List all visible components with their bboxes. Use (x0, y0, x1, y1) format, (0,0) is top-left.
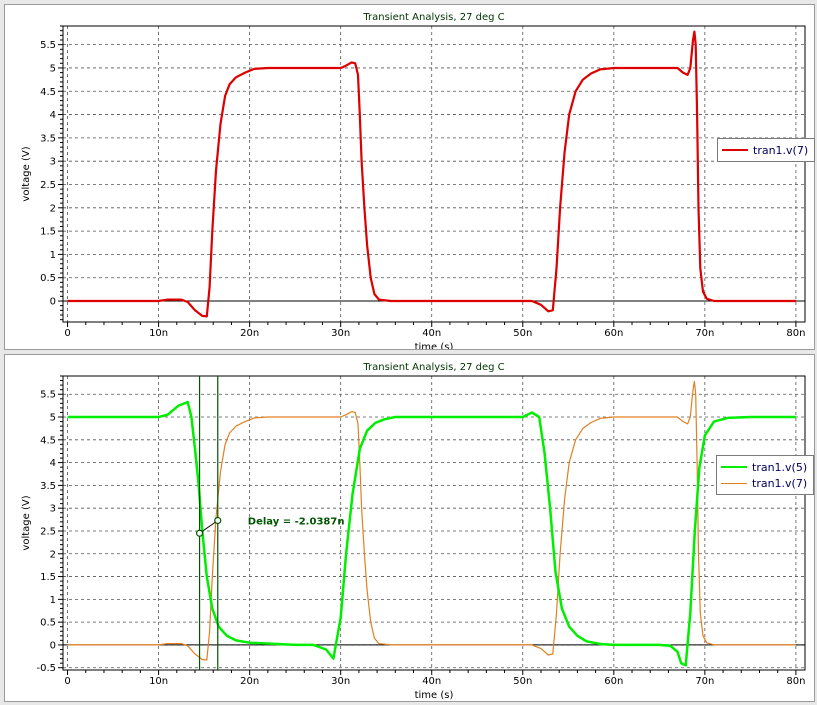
x-axis-label: time (s) (415, 342, 454, 349)
legend-label: tran1.v(7) (752, 476, 808, 490)
y-tick-label: 2 (50, 203, 56, 214)
legend-swatch (722, 149, 748, 151)
y-tick-label: 3 (50, 504, 56, 515)
x-tick-label: 70n (695, 328, 714, 339)
x-tick-label: 80n (786, 676, 805, 687)
y-tick-label: 2 (50, 549, 56, 560)
cursor-marker-1 (195, 529, 204, 537)
y-tick-label: 0.5 (40, 618, 56, 629)
x-tick-label: 20n (240, 328, 259, 339)
y-tick-label: 4 (50, 458, 56, 469)
y-tick-label: 4.5 (40, 435, 56, 446)
x-tick-label: 10n (149, 328, 168, 339)
bottom-legend[interactable]: tran1.v(5) tran1.v(7) (716, 455, 815, 495)
y-axis-label: voltage (V) (21, 495, 32, 550)
x-tick-label: 50n (513, 676, 532, 687)
y-tick-label: 0.5 (40, 273, 56, 284)
y-tick-label: 0 (50, 640, 56, 651)
chart-title: Transient Analysis, 27 deg C (362, 362, 504, 373)
y-tick-label: -0.5 (36, 663, 56, 674)
y-tick-label: 2.5 (40, 526, 56, 537)
x-tick-label: 30n (331, 676, 350, 687)
y-tick-label: 5 (50, 63, 56, 74)
y-tick-label: 5 (50, 413, 56, 424)
y-tick-label: 4 (50, 110, 56, 121)
x-tick-label: 40n (422, 328, 441, 339)
y-tick-label: 1 (50, 595, 56, 606)
plot-area (63, 26, 805, 322)
y-tick-label: 1.5 (40, 572, 56, 583)
legend-swatch (721, 466, 747, 468)
y-axis-label: voltage (V) (21, 146, 32, 201)
y-tick-label: 4.5 (40, 87, 56, 98)
x-tick-label: 30n (331, 328, 350, 339)
legend-entry[interactable]: tran1.v(5) (721, 459, 807, 475)
legend-label: tran1.v(7) (753, 143, 809, 157)
chart-title: Transient Analysis, 27 deg C (362, 12, 504, 23)
y-tick-label: 1 (50, 250, 56, 261)
y-tick-label: 3.5 (40, 133, 56, 144)
series-line-tran1-v-7- (67, 30, 796, 318)
plot-area (63, 376, 805, 670)
x-tick-label: 70n (695, 676, 714, 687)
y-tick-label: 5.5 (40, 390, 56, 401)
y-tick-label: 5.5 (40, 40, 56, 51)
bottom-plot-panel: 0 10n 20n 30n 40n 50n 60n 70n 80n -0.5 0 0.5 1 1.5 2 2.… (4, 354, 815, 702)
top-chart: 0 10n 20n 30n 40n 50n 60n 70n 80n 0 0.5 1 1.5 2 2.5 3 3.… (21, 12, 806, 349)
plot-frame (62, 25, 806, 323)
legend-entry[interactable]: tran1.v(7) (722, 142, 808, 158)
x-tick-label: 0 (64, 676, 70, 687)
top-legend[interactable]: tran1.v(7) (717, 138, 816, 162)
y-tick-label: 2.5 (40, 180, 56, 191)
x-tick-label: 10n (149, 676, 168, 687)
cursor-marker-2 (214, 516, 222, 525)
x-tick-label: 60n (604, 676, 623, 687)
x-tick-label: 80n (786, 328, 805, 339)
delay-annotation: Delay = -2.0387n (248, 516, 345, 527)
legend-entry[interactable]: tran1.v(7) (721, 475, 807, 491)
x-tick-label: 50n (513, 328, 532, 339)
y-tick-label: 1.5 (40, 227, 56, 238)
legend-label: tran1.v(5) (752, 460, 808, 474)
x-tick-label: 40n (422, 676, 441, 687)
delay-connector (199, 520, 219, 534)
y-tick-label: 3 (50, 157, 56, 168)
x-tick-label: 20n (240, 676, 259, 687)
bottom-chart: 0 10n 20n 30n 40n 50n 60n 70n 80n -0.5 0 0.5 1 1.5 2 2.… (21, 362, 806, 701)
y-tick-label: 0 (50, 297, 56, 308)
x-tick-label: 0 (64, 328, 70, 339)
x-axis-label: time (s) (415, 690, 454, 701)
series-line-tran1-v-5- (67, 400, 796, 667)
legend-swatch (721, 482, 747, 484)
plot-frame (62, 375, 806, 671)
top-plot-panel: 0 10n 20n 30n 40n 50n 60n 70n 80n 0 0.5 1 1.5 2 2.5 3 3.… (4, 4, 816, 350)
y-tick-label: 3.5 (40, 481, 56, 492)
x-tick-label: 60n (604, 328, 623, 339)
